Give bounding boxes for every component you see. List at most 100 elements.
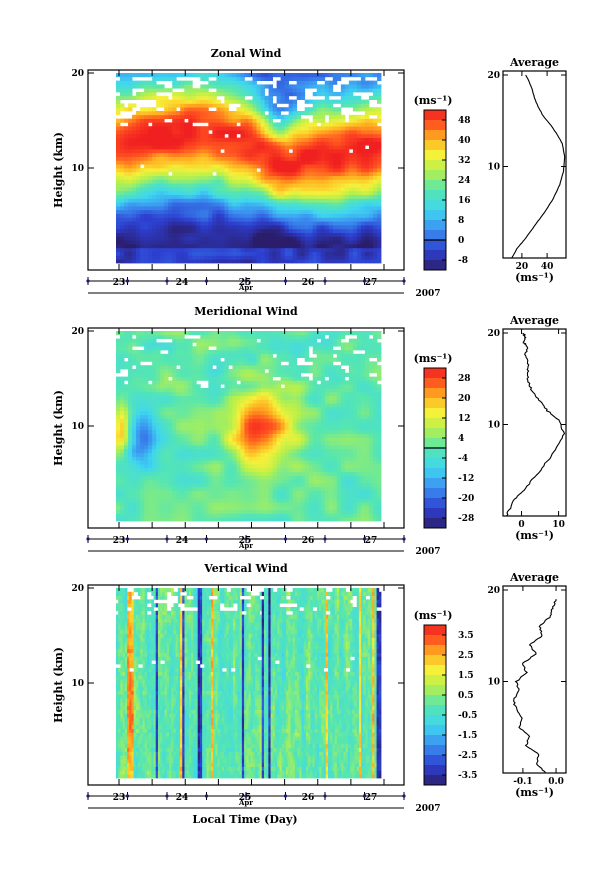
heatmap-cell [128,346,133,351]
heatmap-cell [240,346,245,351]
heatmap-cell [188,395,193,400]
heatmap-cell [188,251,193,256]
heatmap-cell [136,183,141,188]
heatmap-cell [168,164,173,169]
heatmap-cell [324,168,330,173]
heatmap-cell [280,141,286,146]
heatmap-cell [176,145,181,150]
heatmap-cell [212,183,217,188]
heatmap-cell [276,164,282,169]
heatmap-cell [208,403,213,408]
heatmap-cell [228,160,233,165]
heatmap-cell [372,194,378,199]
heatmap-cell [144,460,149,465]
heatmap-cell [128,391,133,396]
heatmap-cell [344,247,350,252]
heatmap-cell [128,486,133,491]
heatmap-cell [180,107,185,112]
heatmap-cell [136,80,141,85]
heatmap-cell [284,118,290,123]
heatmap-cell [160,255,165,260]
heatmap-cell [220,145,225,150]
heatmap-cell [172,498,177,503]
heatmap-cell [216,342,221,347]
heatmap-cell [272,259,278,264]
heatmap-cell [180,426,185,431]
heatmap-cell [300,156,306,161]
heatmap-cell [144,73,149,78]
heatmap-cell [308,198,314,203]
heatmap-cell [316,179,322,184]
heatmap-cell [188,498,193,503]
heatmap-cell [312,145,318,150]
heatmap-cell [376,221,382,226]
heatmap-cell [208,80,213,85]
heatmap-cell [244,141,249,146]
heatmap-cell [192,244,197,249]
heatmap-cell [244,388,249,393]
heatmap-cell [220,194,225,199]
heatmap-cell [136,505,141,510]
heatmap-cell [200,206,205,211]
heatmap-cell [164,422,169,427]
heatmap-cell [328,244,334,249]
heatmap-cell [152,517,157,522]
heatmap-cell [136,164,141,169]
heatmap-cell [260,475,265,480]
heatmap-cell [248,107,253,112]
heatmap-cell [152,84,157,89]
heatmap-cell [148,414,153,419]
heatmap-cell [244,486,249,491]
heatmap-cell [188,414,193,419]
heatmap-cell [224,244,229,249]
heatmap-cell [372,122,378,127]
heatmap-cell [200,479,205,484]
heatmap-cell [228,342,233,347]
heatmap-cell [244,509,249,514]
heatmap-cell [280,149,286,154]
heatmap-cell [188,179,193,184]
heatmap-cell [136,418,141,423]
heatmap-cell [320,251,326,256]
heatmap-cell [188,198,193,203]
heatmap-cell [360,80,366,85]
heatmap-cell [252,509,257,514]
heatmap-cell [160,437,165,442]
heatmap-cell [208,338,213,343]
heatmap-cell [136,118,141,123]
heatmap-cell [364,152,370,157]
heatmap-cell [132,452,137,457]
heatmap-cell [256,118,261,123]
heatmap-cell [116,118,121,123]
heatmap-cell [272,103,278,108]
heatmap-cell [152,426,157,431]
heatmap-cell [264,247,269,252]
heatmap-cell [180,221,185,226]
heatmap-cell [164,141,169,146]
heatmap-cell [364,244,370,249]
heatmap-cell [224,452,229,457]
heatmap-cell [296,175,302,180]
heatmap-cell [228,460,233,465]
heatmap-cell [144,338,149,343]
heatmap-cell [208,111,213,116]
heatmap-cell [280,194,286,199]
heatmap-cell [208,384,213,389]
heatmap-cell [228,502,233,507]
heatmap-cell [248,175,253,180]
heatmap-cell [220,505,225,510]
heatmap-cell [372,149,378,154]
heatmap-cell [368,95,374,100]
heatmap-cell [288,118,294,123]
heatmap-cell [128,217,133,222]
heatmap-cell [376,247,382,252]
heatmap-cell [168,179,173,184]
heatmap-cell [220,114,225,119]
heatmap-cell [140,80,145,85]
heatmap-cell [116,103,121,108]
heatmap-cell [372,118,378,123]
heatmap-cell [220,80,225,85]
heatmap-cell [252,202,257,207]
heatmap-cell [152,107,157,112]
heatmap-cell [308,133,314,138]
